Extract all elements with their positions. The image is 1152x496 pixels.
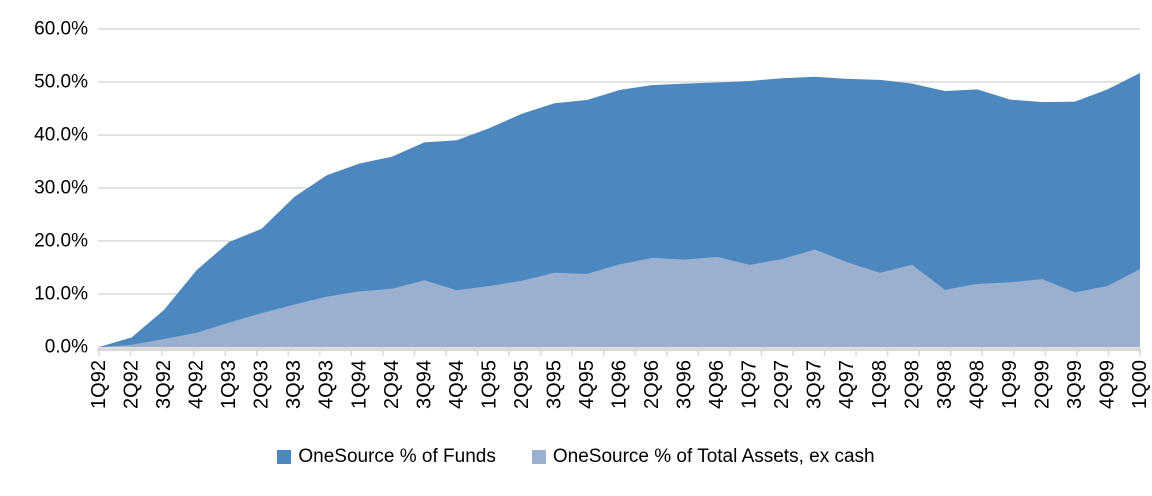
x-tick-label: 4Q93 bbox=[316, 360, 338, 409]
x-tick-label: 3Q97 bbox=[804, 360, 826, 409]
y-tick-label: 50.0% bbox=[34, 72, 88, 93]
x-tick-label: 4Q96 bbox=[706, 360, 728, 409]
x-tick-label: 3Q93 bbox=[283, 360, 305, 409]
x-tick-label: 2Q92 bbox=[121, 360, 143, 409]
x-tick-label: 3Q95 bbox=[543, 360, 565, 409]
legend-label-funds: OneSource % of Funds bbox=[298, 446, 496, 467]
x-axis-labels: 1Q92 2Q92 3Q92 4Q92 1Q93 2Q93 3Q93 4Q93 1Q94 2Q94… bbox=[88, 360, 1151, 409]
legend-swatch-funds-icon bbox=[277, 450, 292, 464]
x-tick-label: 1Q94 bbox=[348, 360, 370, 409]
y-tick-label: 60.0% bbox=[34, 19, 88, 40]
x-tick-label: 4Q95 bbox=[576, 360, 598, 409]
x-tick-label: 2Q95 bbox=[511, 360, 533, 409]
x-tick-label: 1Q00 bbox=[1129, 360, 1151, 409]
x-tick-label: 3Q94 bbox=[413, 360, 435, 409]
x-tick-label: 4Q92 bbox=[186, 360, 208, 409]
x-tick-label: 1Q93 bbox=[218, 360, 240, 409]
x-tick-label: 4Q99 bbox=[1096, 360, 1118, 409]
plot-area: 0.0% 10.0% 20.0% 30.0% 40.0% 50.0% 60.0% 1Q92 2Q… bbox=[34, 19, 1151, 409]
x-tick-label: 2Q97 bbox=[771, 360, 793, 409]
y-tick-label: 10.0% bbox=[34, 284, 88, 305]
x-tick-label: 2Q93 bbox=[251, 360, 273, 409]
x-tick-label: 2Q99 bbox=[1031, 360, 1053, 409]
y-tick-label: 0.0% bbox=[45, 337, 88, 358]
y-tick-label: 20.0% bbox=[34, 231, 88, 252]
x-tick-label: 1Q95 bbox=[478, 360, 500, 409]
x-tick-label: 2Q94 bbox=[381, 360, 403, 409]
x-tick-label: 1Q96 bbox=[609, 360, 631, 409]
x-tick-label: 4Q97 bbox=[836, 360, 858, 409]
x-tick-label: 1Q99 bbox=[999, 360, 1021, 409]
legend-item-funds: OneSource % of Funds bbox=[277, 446, 496, 468]
x-tick-label: 3Q96 bbox=[674, 360, 696, 409]
legend-item-total-assets: OneSource % of Total Assets, ex cash bbox=[531, 446, 875, 468]
y-axis-labels: 0.0% 10.0% 20.0% 30.0% 40.0% 50.0% 60.0% bbox=[34, 19, 88, 358]
y-tick-label: 40.0% bbox=[34, 125, 88, 146]
x-tick-label: 2Q98 bbox=[901, 360, 923, 409]
y-tick-label: 30.0% bbox=[34, 178, 88, 199]
x-tick-label: 1Q97 bbox=[739, 360, 761, 409]
series-area-1 bbox=[99, 249, 1140, 347]
x-tick-label: 3Q99 bbox=[1064, 360, 1086, 409]
x-tick-label: 2Q96 bbox=[641, 360, 663, 409]
x-tick-label: 3Q92 bbox=[153, 360, 175, 409]
legend: OneSource % of Funds OneSource % of Tota… bbox=[0, 432, 1152, 482]
x-tick-label: 3Q98 bbox=[934, 360, 956, 409]
x-tick-label: 1Q98 bbox=[869, 360, 891, 409]
x-axis bbox=[97, 348, 1141, 356]
x-tick-label: 4Q94 bbox=[446, 360, 468, 409]
legend-swatch-total-assets-icon bbox=[531, 450, 546, 464]
x-tick-label: 1Q92 bbox=[88, 360, 110, 409]
legend-label-total-assets: OneSource % of Total Assets, ex cash bbox=[552, 446, 875, 467]
x-tick-label: 4Q98 bbox=[966, 360, 988, 409]
